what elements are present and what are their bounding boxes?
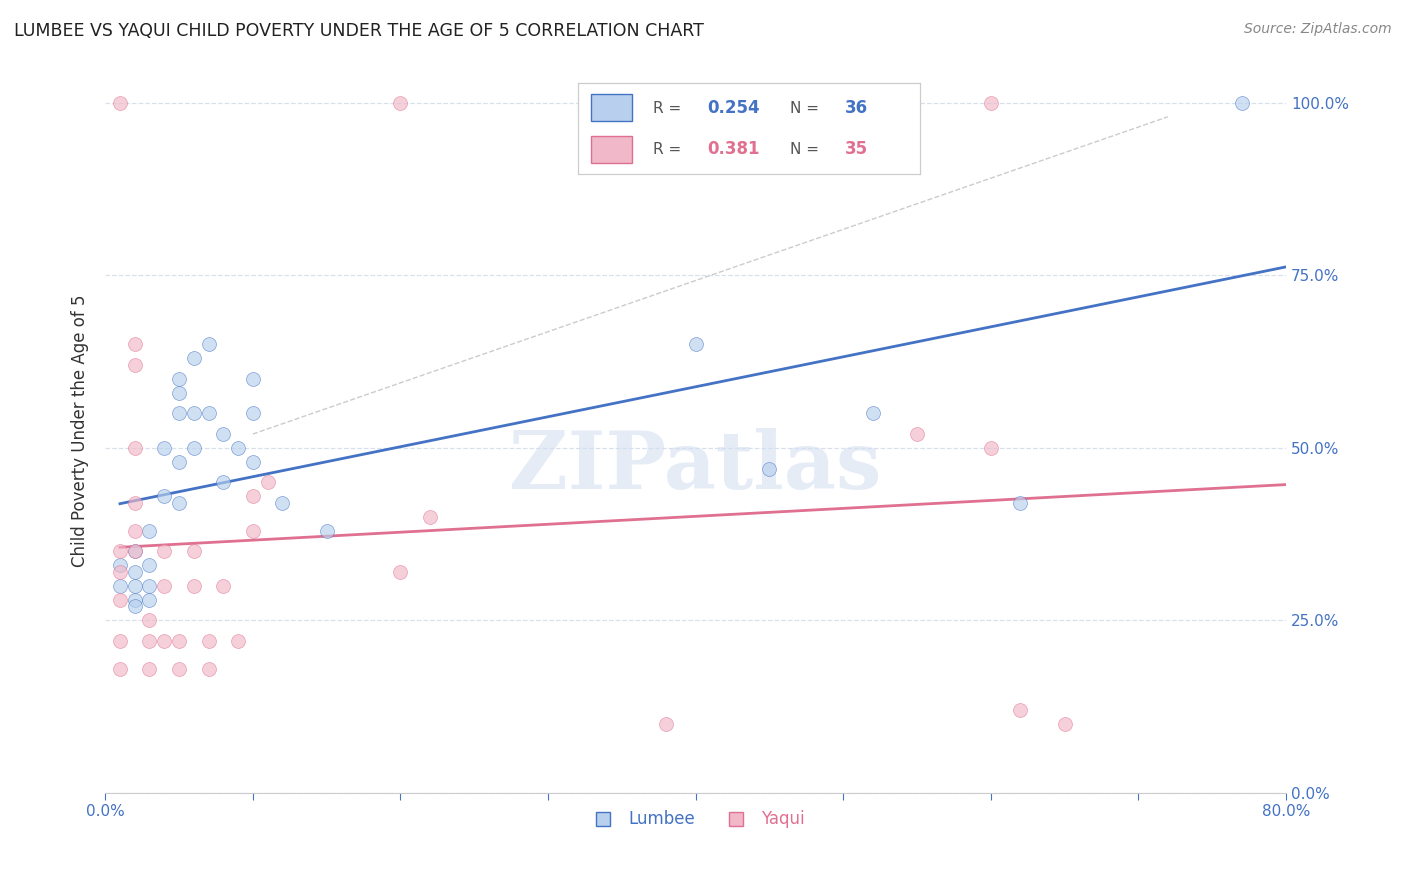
Point — [108, 579, 131, 593]
Point — [1010, 496, 1032, 510]
Point — [980, 95, 1002, 110]
Text: LUMBEE VS YAQUI CHILD POVERTY UNDER THE AGE OF 5 CORRELATION CHART: LUMBEE VS YAQUI CHILD POVERTY UNDER THE … — [14, 22, 704, 40]
Point — [138, 661, 160, 675]
Point — [153, 489, 176, 503]
Point — [212, 579, 235, 593]
Point — [153, 544, 176, 558]
Point — [108, 544, 131, 558]
Point — [124, 544, 146, 558]
Point — [197, 634, 219, 648]
Point — [167, 372, 190, 386]
Point — [124, 544, 146, 558]
Point — [124, 496, 146, 510]
Point — [124, 579, 146, 593]
Point — [108, 95, 131, 110]
Y-axis label: Child Poverty Under the Age of 5: Child Poverty Under the Age of 5 — [72, 294, 89, 566]
Point — [183, 351, 205, 366]
Point — [108, 634, 131, 648]
Point — [685, 337, 707, 351]
Point — [153, 441, 176, 455]
Point — [1053, 716, 1076, 731]
Point — [242, 455, 264, 469]
Point — [183, 579, 205, 593]
Point — [124, 524, 146, 538]
Point — [124, 592, 146, 607]
Text: ZIPatlas: ZIPatlas — [509, 428, 882, 506]
Point — [124, 337, 146, 351]
Point — [1010, 703, 1032, 717]
Point — [108, 558, 131, 572]
Point — [167, 385, 190, 400]
Point — [242, 406, 264, 420]
Point — [271, 496, 294, 510]
Point — [153, 634, 176, 648]
Text: Source: ZipAtlas.com: Source: ZipAtlas.com — [1244, 22, 1392, 37]
Point — [167, 455, 190, 469]
Point — [183, 441, 205, 455]
Point — [138, 592, 160, 607]
Point — [138, 558, 160, 572]
Point — [138, 613, 160, 627]
Point — [226, 634, 249, 648]
Point — [242, 372, 264, 386]
Point — [212, 427, 235, 442]
Point — [167, 661, 190, 675]
Point — [108, 661, 131, 675]
Point — [183, 406, 205, 420]
Point — [138, 579, 160, 593]
Point — [138, 524, 160, 538]
Point — [197, 661, 219, 675]
Point — [108, 565, 131, 579]
Point — [655, 716, 678, 731]
Point — [138, 634, 160, 648]
Point — [167, 496, 190, 510]
Point — [1230, 95, 1253, 110]
Point — [197, 337, 219, 351]
Point — [124, 565, 146, 579]
Legend: Lumbee, Yaqui: Lumbee, Yaqui — [579, 804, 811, 835]
Point — [153, 579, 176, 593]
Point — [124, 599, 146, 614]
Point — [167, 406, 190, 420]
Point — [980, 441, 1002, 455]
Point — [108, 592, 131, 607]
Point — [167, 634, 190, 648]
Point — [124, 358, 146, 372]
Point — [758, 461, 780, 475]
Point — [905, 427, 928, 442]
Point — [124, 441, 146, 455]
Point — [389, 95, 412, 110]
Point — [242, 524, 264, 538]
Point — [226, 441, 249, 455]
Point — [183, 544, 205, 558]
Point — [389, 565, 412, 579]
Point — [212, 475, 235, 490]
Point — [256, 475, 278, 490]
Point — [419, 509, 441, 524]
Point — [242, 489, 264, 503]
Point — [862, 406, 884, 420]
Point — [315, 524, 337, 538]
Point — [197, 406, 219, 420]
